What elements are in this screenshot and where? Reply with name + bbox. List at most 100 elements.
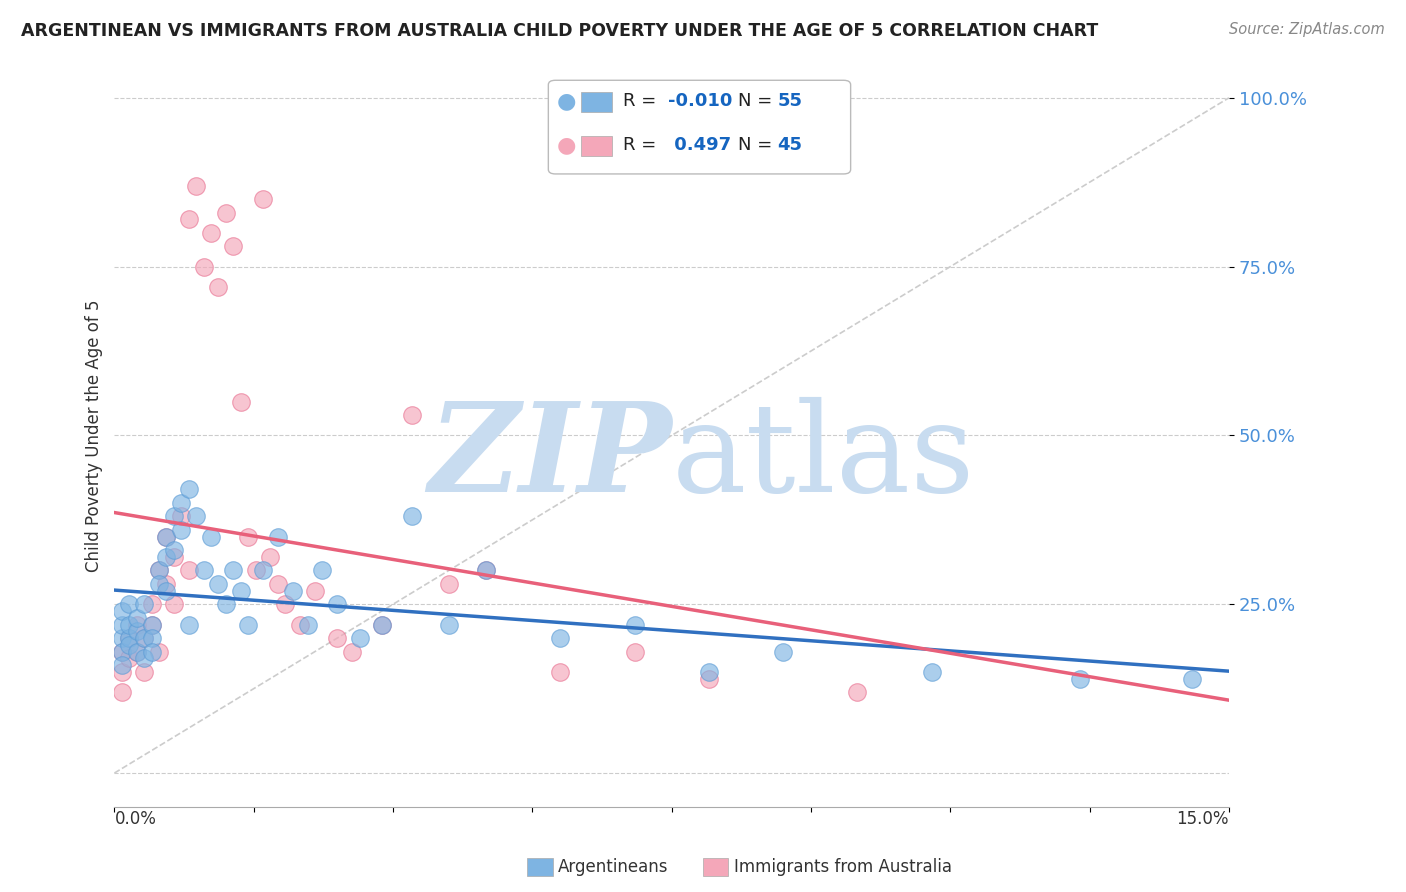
Point	[125, 611, 148, 625]
Point	[118, 651, 141, 665]
Point	[111, 665, 134, 679]
Point	[207, 577, 229, 591]
Point	[548, 665, 571, 679]
Point	[177, 483, 200, 497]
Point	[148, 564, 170, 578]
Text: 0.0%: 0.0%	[114, 810, 156, 828]
Point	[1181, 672, 1204, 686]
Point	[111, 658, 134, 673]
Point	[125, 644, 148, 658]
Point	[623, 644, 645, 658]
Point	[548, 631, 571, 645]
Point	[118, 617, 141, 632]
Point	[401, 509, 423, 524]
Point	[148, 577, 170, 591]
Point	[141, 617, 163, 632]
Y-axis label: Child Poverty Under the Age of 5: Child Poverty Under the Age of 5	[86, 299, 103, 572]
Point	[155, 577, 177, 591]
Point	[274, 597, 297, 611]
Text: Source: ZipAtlas.com: Source: ZipAtlas.com	[1229, 22, 1385, 37]
Point	[371, 617, 394, 632]
Point	[1069, 672, 1091, 686]
Point	[267, 577, 290, 591]
Point	[252, 192, 274, 206]
Point	[163, 509, 186, 524]
Point	[921, 665, 943, 679]
Point	[281, 583, 304, 598]
Point	[229, 583, 252, 598]
Point	[371, 617, 394, 632]
Text: 0.497: 0.497	[668, 136, 731, 154]
Point	[326, 631, 349, 645]
Point	[155, 530, 177, 544]
Point	[475, 564, 498, 578]
Point	[111, 631, 134, 645]
Point	[259, 549, 281, 564]
Point	[111, 644, 134, 658]
Point	[697, 672, 720, 686]
Point	[297, 617, 319, 632]
Point	[288, 617, 311, 632]
Point	[267, 530, 290, 544]
Point	[193, 564, 215, 578]
Point	[349, 631, 371, 645]
Point	[252, 564, 274, 578]
Point	[125, 617, 148, 632]
Text: 45: 45	[778, 136, 803, 154]
Point	[229, 394, 252, 409]
Point	[141, 644, 163, 658]
Text: ZIP: ZIP	[427, 397, 672, 518]
Point	[170, 496, 193, 510]
Point	[437, 617, 460, 632]
Point	[111, 644, 134, 658]
Point	[193, 260, 215, 274]
Point	[846, 685, 869, 699]
Point	[215, 205, 238, 219]
Point	[177, 617, 200, 632]
Point	[177, 212, 200, 227]
Point	[163, 543, 186, 558]
Text: ●: ●	[557, 91, 576, 111]
Point	[118, 631, 141, 645]
Point	[141, 597, 163, 611]
Point	[118, 631, 141, 645]
Point	[222, 239, 245, 253]
Point	[134, 597, 156, 611]
Point	[163, 549, 186, 564]
Point	[200, 530, 222, 544]
Point	[772, 644, 794, 658]
Point	[148, 564, 170, 578]
Point	[623, 617, 645, 632]
Point	[697, 665, 720, 679]
Point	[401, 408, 423, 422]
Point	[118, 638, 141, 652]
Text: 55: 55	[778, 92, 803, 110]
Point	[118, 597, 141, 611]
Point	[148, 644, 170, 658]
Text: N =: N =	[738, 92, 772, 110]
Text: Argentineans: Argentineans	[558, 858, 669, 876]
Point	[155, 549, 177, 564]
Point	[236, 530, 259, 544]
Point	[186, 178, 208, 193]
Point	[125, 644, 148, 658]
Point	[475, 564, 498, 578]
Point	[437, 577, 460, 591]
Point	[125, 624, 148, 639]
Point	[155, 530, 177, 544]
Point	[134, 631, 156, 645]
Text: R =: R =	[623, 136, 657, 154]
Point	[155, 583, 177, 598]
Text: 15.0%: 15.0%	[1177, 810, 1229, 828]
Text: ●: ●	[557, 136, 576, 155]
Text: R =: R =	[623, 92, 657, 110]
Point	[236, 617, 259, 632]
Text: ARGENTINEAN VS IMMIGRANTS FROM AUSTRALIA CHILD POVERTY UNDER THE AGE OF 5 CORREL: ARGENTINEAN VS IMMIGRANTS FROM AUSTRALIA…	[21, 22, 1098, 40]
Point	[111, 617, 134, 632]
Point	[134, 665, 156, 679]
Point	[200, 226, 222, 240]
Point	[111, 604, 134, 618]
Point	[170, 509, 193, 524]
Point	[245, 564, 267, 578]
Point	[222, 564, 245, 578]
